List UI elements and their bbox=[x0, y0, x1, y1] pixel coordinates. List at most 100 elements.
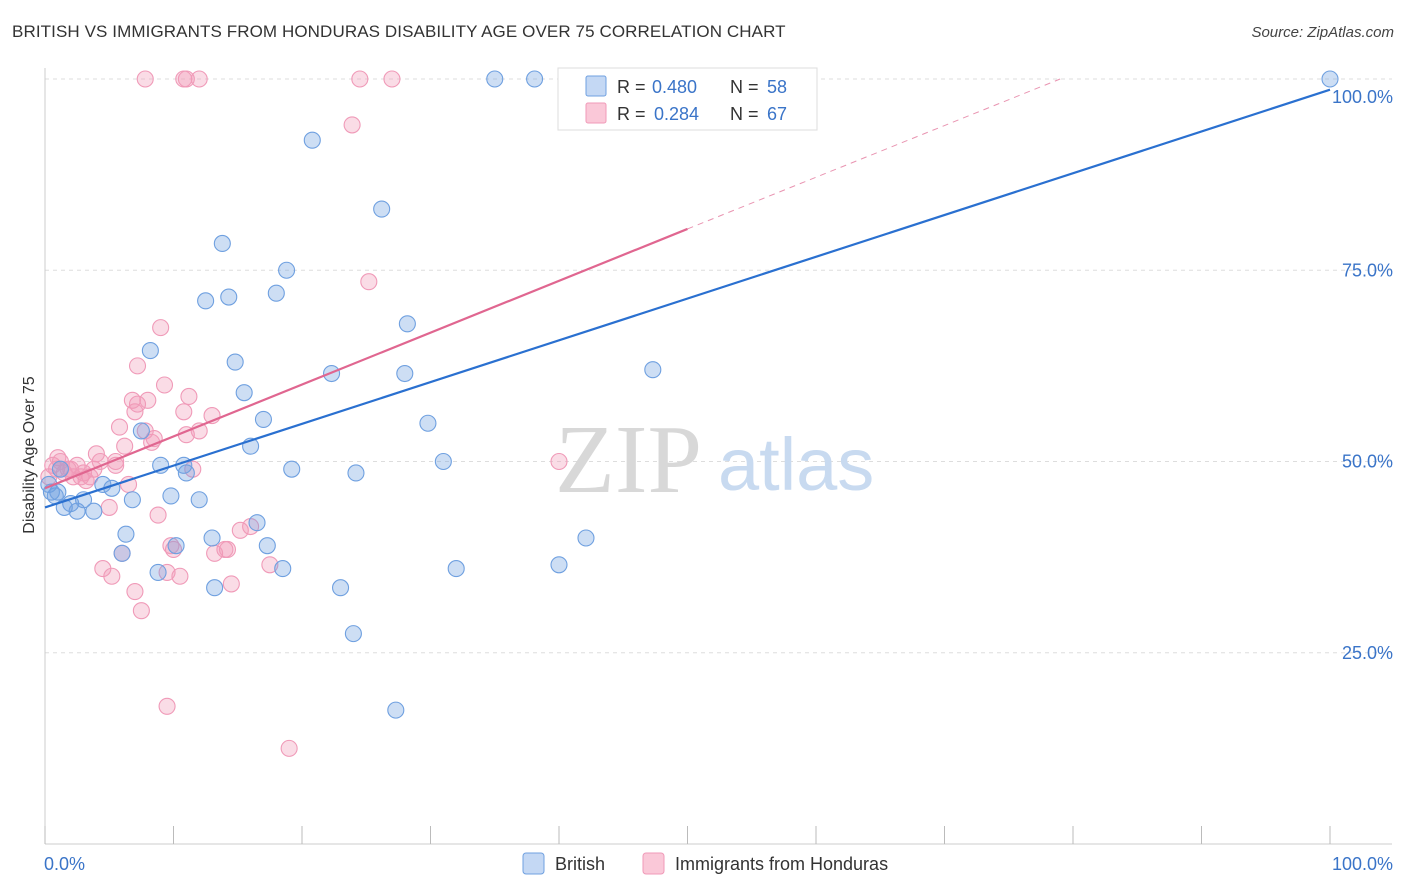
y-tick-label: 25.0% bbox=[1342, 643, 1393, 663]
honduras-point bbox=[110, 418, 129, 436]
honduras-point bbox=[132, 602, 150, 620]
honduras-point bbox=[177, 70, 195, 88]
legend-british-label: British bbox=[555, 854, 605, 874]
y-tick-label: 50.0% bbox=[1342, 452, 1393, 472]
british-point bbox=[149, 563, 167, 581]
british-point bbox=[117, 525, 135, 543]
british-point bbox=[132, 422, 150, 440]
stats-n-value-british: 58 bbox=[767, 77, 787, 97]
british-point bbox=[419, 414, 437, 432]
series-honduras-points bbox=[40, 70, 568, 757]
british-trend-line bbox=[44, 88, 1331, 509]
legend-honduras-label: Immigrants from Honduras bbox=[675, 854, 888, 874]
british-point bbox=[550, 556, 568, 574]
honduras-point bbox=[360, 273, 378, 291]
british-point bbox=[267, 284, 285, 302]
honduras-point bbox=[171, 567, 189, 585]
british-point bbox=[258, 537, 276, 555]
honduras-point bbox=[180, 387, 198, 406]
honduras-point bbox=[280, 739, 298, 757]
honduras-point bbox=[383, 70, 401, 88]
honduras-point bbox=[116, 437, 134, 455]
series-british-points bbox=[40, 70, 1339, 719]
legend-honduras-swatch bbox=[642, 852, 665, 875]
stats-n-label-honduras: N = bbox=[730, 104, 759, 124]
honduras-point bbox=[158, 563, 176, 581]
watermark: ZIP atlas bbox=[555, 406, 874, 514]
british-point bbox=[486, 70, 504, 88]
y-tick-labels: 25.0% 50.0% 75.0% 100.0% bbox=[1332, 87, 1393, 663]
british-point bbox=[274, 560, 292, 578]
axes bbox=[44, 68, 1392, 845]
trend-lines bbox=[44, 78, 1331, 509]
honduras-point bbox=[100, 498, 118, 516]
british-point bbox=[331, 579, 350, 597]
stats-r-label-honduras: R = bbox=[617, 104, 646, 124]
grid-lines bbox=[45, 78, 1392, 654]
british-point bbox=[344, 625, 362, 643]
honduras-point bbox=[158, 697, 176, 715]
honduras-trend-line bbox=[44, 227, 688, 490]
honduras-point bbox=[87, 445, 105, 463]
british-point bbox=[235, 384, 253, 402]
british-point bbox=[347, 464, 365, 482]
honduras-point bbox=[149, 506, 167, 524]
honduras-point bbox=[216, 540, 234, 559]
x-tick-labels: 0.0% 100.0% bbox=[44, 854, 1393, 874]
series-legend: British Immigrants from Honduras bbox=[522, 852, 888, 875]
honduras-trend-extension bbox=[687, 78, 1061, 230]
british-point bbox=[254, 410, 273, 428]
watermark-atlas: atlas bbox=[718, 423, 874, 506]
stats-r-value-honduras: 0.284 bbox=[654, 104, 699, 124]
british-point bbox=[278, 261, 296, 279]
british-point bbox=[190, 491, 208, 509]
y-axis-label: Disability Age Over 75 bbox=[21, 376, 38, 534]
honduras-point bbox=[155, 376, 174, 394]
honduras-point bbox=[343, 116, 361, 134]
british-point bbox=[447, 560, 465, 578]
british-point bbox=[123, 491, 141, 509]
stats-n-label-british: N = bbox=[730, 77, 759, 97]
stats-n-value-honduras: 67 bbox=[767, 104, 787, 124]
stats-r-value-british: 0.480 bbox=[652, 77, 697, 97]
british-point bbox=[113, 544, 131, 562]
british-point bbox=[434, 452, 452, 471]
stats-legend-british-swatch bbox=[585, 75, 607, 97]
honduras-point bbox=[139, 391, 157, 409]
stats-r-label-british: R = bbox=[617, 77, 646, 97]
honduras-point bbox=[351, 70, 369, 88]
british-point bbox=[177, 464, 195, 482]
british-point bbox=[162, 487, 180, 505]
british-point bbox=[526, 70, 544, 88]
honduras-point bbox=[222, 575, 240, 593]
british-point bbox=[85, 502, 103, 520]
british-point bbox=[283, 460, 301, 478]
honduras-point bbox=[231, 521, 249, 539]
british-point bbox=[213, 234, 231, 253]
honduras-point bbox=[152, 319, 170, 337]
british-point bbox=[387, 701, 405, 719]
watermark-zip: ZIP bbox=[555, 406, 702, 514]
legend-british-swatch bbox=[522, 852, 545, 875]
british-point bbox=[303, 131, 321, 149]
honduras-point bbox=[128, 357, 147, 375]
x-tick-label-end: 100.0% bbox=[1332, 854, 1393, 874]
honduras-point bbox=[128, 395, 147, 413]
british-point bbox=[167, 537, 185, 555]
honduras-point bbox=[550, 452, 568, 471]
stats-legend-honduras-swatch bbox=[585, 102, 607, 124]
british-point bbox=[51, 460, 69, 478]
british-point bbox=[577, 529, 595, 547]
honduras-point bbox=[190, 70, 208, 88]
honduras-point bbox=[136, 70, 154, 88]
british-point bbox=[220, 288, 238, 306]
honduras-point bbox=[261, 556, 279, 574]
y-tick-label: 100.0% bbox=[1332, 87, 1393, 107]
british-point bbox=[206, 579, 224, 597]
british-point bbox=[248, 514, 266, 532]
honduras-point bbox=[126, 582, 144, 601]
british-point bbox=[203, 529, 221, 547]
x-tick-label-start: 0.0% bbox=[44, 854, 85, 874]
british-point bbox=[141, 342, 159, 360]
